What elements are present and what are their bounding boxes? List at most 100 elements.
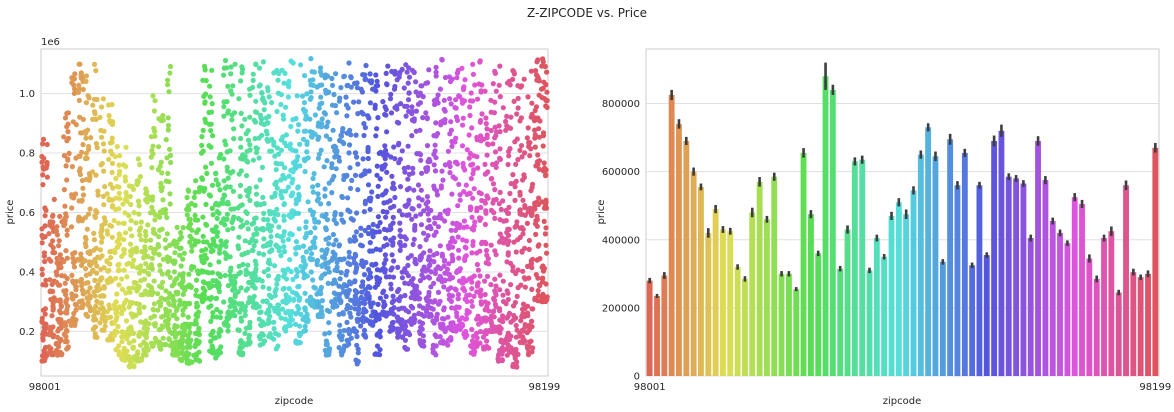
strip-point (485, 300, 491, 306)
strip-point (80, 86, 86, 93)
strip-point (293, 311, 299, 317)
strip-point (474, 96, 481, 102)
strip-point (367, 270, 373, 276)
strip-point (203, 164, 209, 170)
strip-point (275, 308, 282, 314)
strip-point (165, 295, 172, 301)
strip-point (315, 155, 321, 161)
strip-point (394, 119, 400, 125)
strip-point (453, 97, 459, 103)
strip-point (301, 275, 307, 281)
strip-point (237, 301, 243, 307)
strip-point (243, 325, 249, 331)
strip-point (362, 125, 368, 131)
strip-point (280, 286, 286, 292)
strip-point (166, 89, 172, 95)
strip-point (337, 137, 343, 144)
bar (1079, 204, 1085, 376)
strip-point (497, 146, 503, 152)
strip-point (61, 153, 67, 159)
bar (859, 159, 866, 376)
strip-point (149, 292, 155, 298)
strip-point (156, 234, 162, 240)
strip-point (69, 164, 75, 170)
bar (947, 139, 954, 376)
strip-point (225, 328, 231, 334)
strip-point (231, 278, 238, 284)
strip-point (257, 342, 263, 348)
strip-point (338, 270, 344, 276)
strip-point (503, 218, 509, 224)
strip-point (158, 159, 164, 165)
left-x-tick-label: 98001 (29, 382, 61, 393)
strip-point (484, 126, 490, 132)
strip-point (63, 292, 69, 298)
strip-point (116, 220, 122, 226)
strip-point (199, 142, 205, 148)
strip-point (440, 338, 446, 344)
strip-point (322, 186, 328, 192)
strip-point (448, 326, 454, 332)
strip-point (138, 225, 144, 231)
strip-point (92, 277, 98, 283)
strip-point (87, 173, 93, 179)
bar (764, 219, 770, 376)
strip-point (300, 254, 306, 261)
strip-point (114, 183, 120, 190)
strip-point (158, 118, 164, 124)
strip-point (355, 307, 362, 313)
strip-point (107, 140, 113, 146)
strip-point (517, 234, 523, 240)
strip-point (505, 250, 511, 256)
strip-point (165, 127, 171, 133)
strip-point (69, 272, 75, 278)
strip-point (169, 283, 175, 289)
strip-point (225, 175, 231, 181)
strip-point (111, 218, 117, 224)
strip-point (492, 68, 498, 74)
strip-point (326, 201, 332, 207)
strip-point (510, 264, 516, 270)
strip-point (80, 192, 87, 198)
strip-point (488, 328, 494, 334)
strip-point (193, 354, 199, 360)
strip-point (230, 188, 236, 194)
strip-point (446, 292, 452, 298)
strip-point (160, 279, 166, 285)
strip-point (456, 181, 462, 187)
strip-point (467, 207, 474, 213)
strip-point (164, 231, 170, 237)
bar (690, 171, 697, 376)
strip-point (381, 226, 387, 232)
strip-point (426, 275, 433, 281)
left-y-tick-label: 0.4 (19, 267, 35, 278)
strip-point (524, 135, 531, 141)
strip-point (419, 272, 425, 278)
strip-point (302, 73, 308, 79)
strip-point (334, 110, 340, 116)
strip-point (330, 127, 336, 133)
strip-point (336, 98, 342, 104)
strip-point (401, 165, 407, 171)
strip-point (384, 209, 390, 215)
strip-point (344, 283, 350, 289)
strip-point (426, 67, 432, 73)
strip-point (78, 255, 84, 261)
strip-point (525, 303, 531, 309)
strip-point (116, 231, 122, 237)
strip-point (293, 266, 299, 273)
strip-point (200, 285, 206, 291)
strip-point (373, 314, 379, 320)
strip-point (247, 319, 253, 325)
strip-point (157, 227, 163, 233)
strip-point (411, 69, 417, 75)
strip-point (213, 243, 219, 249)
strip-point (477, 59, 483, 65)
strip-point (227, 184, 233, 190)
strip-point (448, 298, 454, 304)
strip-point (156, 144, 162, 150)
strip-point (540, 263, 546, 269)
strip-point (220, 200, 226, 206)
strip-point (247, 92, 253, 98)
strip-point (68, 224, 75, 230)
